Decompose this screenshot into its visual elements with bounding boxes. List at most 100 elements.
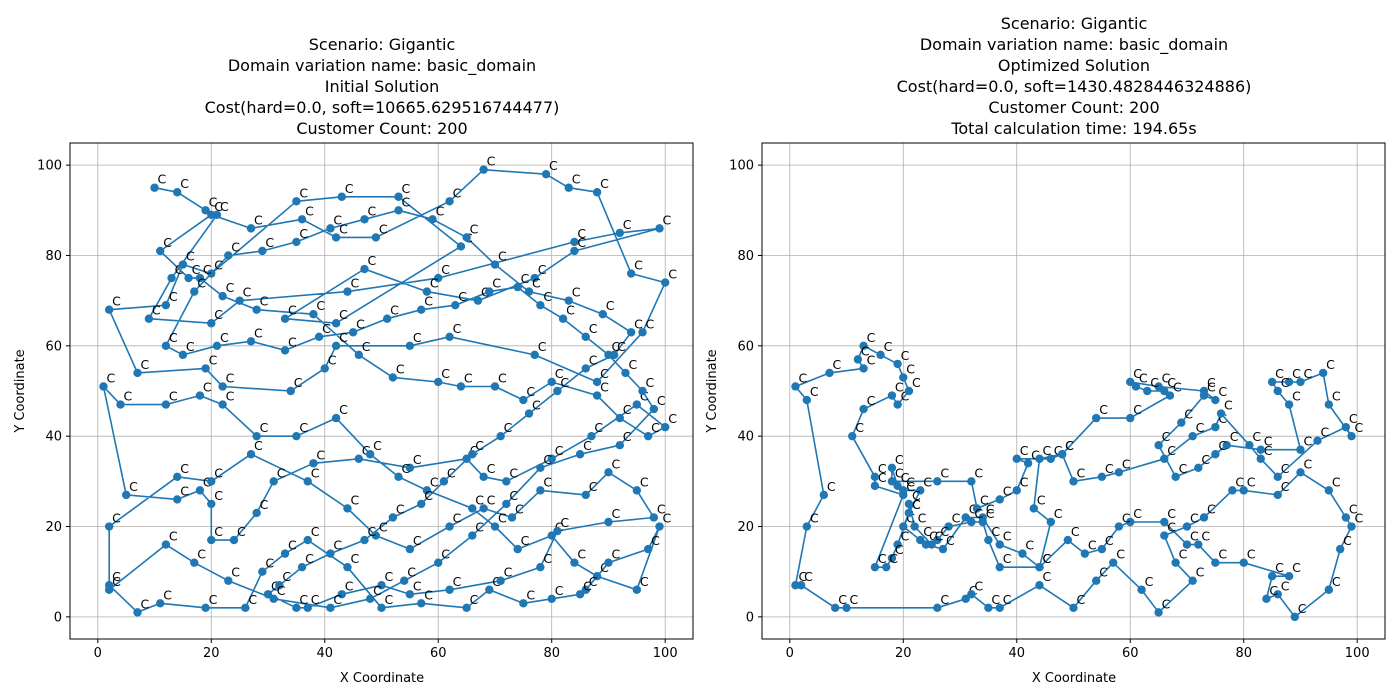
customer-label: C — [385, 569, 394, 584]
customer-label: C — [640, 389, 649, 404]
customer-point — [995, 495, 1004, 504]
customer-label: C — [1218, 384, 1227, 399]
customer-point — [1035, 581, 1044, 590]
chart-title-line: Total calculation time: 194.65s — [950, 119, 1196, 138]
customer-point — [422, 287, 432, 296]
customer-point — [1188, 431, 1197, 441]
customer-point — [360, 535, 369, 545]
customer-label: C — [277, 583, 286, 598]
customer-label: C — [441, 366, 450, 381]
customer-label: C — [441, 262, 450, 277]
customer-point — [445, 522, 454, 531]
customer-label: C — [1269, 583, 1278, 598]
customer-label: C — [379, 520, 388, 535]
chart-title-line: Domain variation name: basic_domain — [920, 35, 1228, 55]
customer-point — [904, 386, 914, 396]
customer-point — [360, 264, 369, 274]
customer-point — [224, 576, 233, 585]
customer-point — [445, 585, 454, 594]
customer-point — [252, 305, 261, 314]
customer-point — [1290, 612, 1299, 622]
customer-point — [1097, 544, 1107, 554]
customer-point — [1324, 486, 1334, 495]
customer-point — [615, 228, 625, 238]
customer-point — [207, 319, 216, 328]
customer-label: C — [311, 592, 320, 607]
y-tick-label: 0 — [54, 610, 62, 625]
customer-label: C — [1020, 443, 1029, 458]
customer-point — [1160, 386, 1169, 396]
customer-point — [439, 477, 449, 486]
customer-point — [558, 314, 568, 323]
customer-point — [575, 450, 585, 459]
customer-point — [870, 562, 880, 572]
customer-label: C — [509, 488, 518, 503]
customer-label: C — [470, 221, 479, 236]
customer-label: C — [895, 465, 904, 480]
customer-label: C — [827, 479, 836, 494]
customer-label: C — [1281, 461, 1290, 476]
customer-point — [967, 517, 976, 527]
customer-label: C — [1190, 529, 1199, 544]
customer-point — [490, 260, 500, 269]
customer-label: C — [623, 217, 632, 232]
customer-point — [842, 603, 851, 613]
customer-point — [899, 373, 908, 382]
customer-label: C — [878, 461, 887, 476]
customer-label: C — [339, 402, 348, 417]
customer-label: C — [447, 465, 456, 480]
customer-label: C — [1179, 547, 1188, 562]
customer-label: C — [940, 524, 949, 539]
chart-title-line: Customer Count: 200 — [296, 119, 467, 138]
customer-point — [292, 237, 301, 247]
customer-label: C — [350, 276, 359, 291]
customer-point — [195, 391, 205, 400]
customer-label: C — [1326, 357, 1335, 372]
customer-label: C — [316, 298, 325, 313]
customer-label: C — [333, 538, 342, 553]
customer-label: C — [169, 289, 178, 304]
customer-point — [507, 513, 517, 522]
customer-label: C — [214, 488, 223, 503]
customer-label: C — [299, 226, 308, 241]
customer-point — [201, 603, 210, 613]
y-tick-label: 60 — [45, 339, 62, 354]
customer-point — [893, 359, 902, 369]
grid-layer — [762, 143, 1385, 639]
customer-point — [1239, 558, 1248, 567]
customer-label: C — [623, 429, 632, 444]
customer-label: C — [339, 330, 348, 345]
customer-label: C — [1054, 506, 1063, 521]
customer-point — [1324, 400, 1334, 409]
customer-label: C — [1332, 574, 1341, 589]
customer-point — [496, 576, 505, 585]
customer-label: C — [1332, 389, 1341, 404]
customer-point — [258, 567, 267, 576]
x-tick-label: 20 — [203, 646, 220, 661]
customer-label: C — [175, 262, 184, 277]
customer-label: C — [1207, 375, 1216, 390]
customer-label: C — [532, 276, 541, 291]
customer-label: C — [1349, 411, 1358, 426]
customer-label: C — [424, 488, 433, 503]
customer-label: C — [549, 158, 558, 173]
route-line — [102, 168, 667, 614]
customer-point — [604, 517, 613, 527]
customer-label: C — [901, 348, 910, 363]
customer-label: C — [1201, 452, 1210, 467]
customer-point — [1273, 490, 1282, 500]
customer-label: C — [231, 565, 240, 580]
customer-point — [1126, 517, 1135, 527]
customer-label: C — [430, 474, 439, 489]
customer-point — [564, 183, 573, 192]
customer-label: C — [560, 375, 569, 390]
customer-point — [632, 585, 642, 594]
customer-point — [1131, 382, 1141, 391]
customer-label: C — [923, 524, 932, 539]
customer-label: C — [617, 339, 626, 354]
customer-label: C — [1031, 447, 1040, 462]
customer-label: C — [1207, 380, 1216, 395]
customer-point — [604, 558, 613, 567]
customer-label: C — [413, 533, 422, 548]
